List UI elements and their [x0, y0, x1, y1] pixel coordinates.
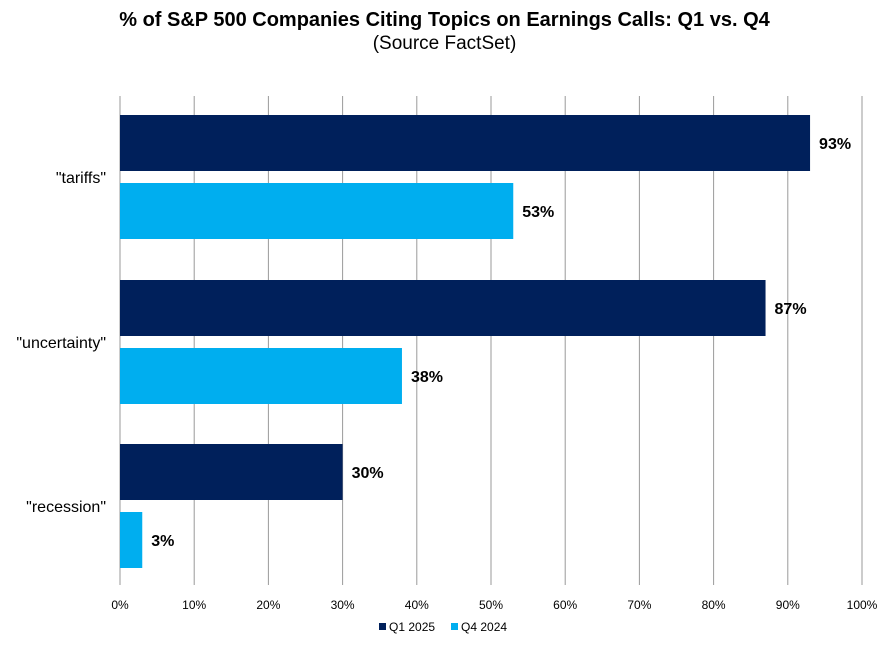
bar-1-q4-2024: [120, 183, 514, 239]
data-label: 53%: [522, 204, 554, 221]
legend-swatch: [451, 623, 458, 630]
data-label: 3%: [151, 533, 174, 550]
data-label: 87%: [775, 301, 807, 318]
x-tick-label: 0%: [111, 598, 129, 612]
legend-label: Q1 2025: [389, 620, 435, 634]
x-tick-label: 30%: [331, 598, 355, 612]
data-label: 38%: [411, 369, 443, 386]
x-tick-label: 70%: [627, 598, 651, 612]
data-label: 93%: [819, 136, 851, 153]
x-tick-label: 60%: [553, 598, 577, 612]
bar-3-q4-2024: [120, 512, 143, 568]
bar-2-q4-2024: [120, 348, 402, 404]
x-tick-label: 20%: [256, 598, 280, 612]
x-tick-label: 10%: [182, 598, 206, 612]
x-tick-label: 100%: [847, 598, 878, 612]
x-tick-label: 40%: [405, 598, 429, 612]
x-tick-label: 90%: [776, 598, 800, 612]
x-tick-label: 80%: [702, 598, 726, 612]
bar-1-q1-2025: [120, 115, 811, 171]
legend-label: Q4 2024: [461, 620, 507, 634]
bar-3-q1-2025: [120, 444, 343, 500]
chart-title: % of S&P 500 Companies Citing Topics on …: [119, 9, 770, 31]
data-label: 30%: [352, 465, 384, 482]
chart-subtitle: (Source FactSet): [372, 33, 517, 54]
legend-swatch: [379, 623, 386, 630]
category-label: "uncertainty": [16, 335, 106, 352]
bar-2-q1-2025: [120, 280, 766, 336]
x-tick-label: 50%: [479, 598, 503, 612]
category-label: "tariffs": [56, 170, 106, 187]
category-label: "recession": [26, 499, 106, 516]
